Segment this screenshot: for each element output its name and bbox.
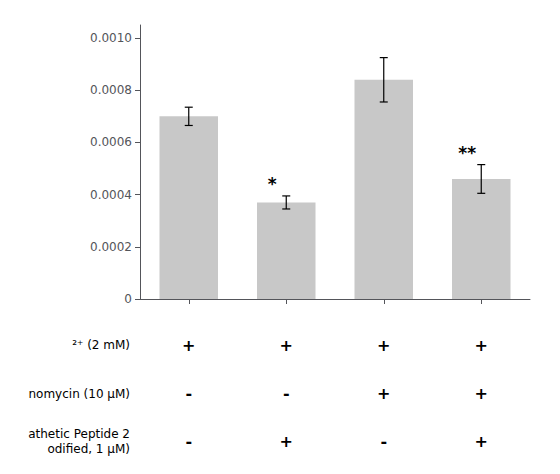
- svg-text:**: **: [458, 143, 476, 163]
- svg-text:+: +: [280, 432, 293, 451]
- svg-text:+: +: [475, 384, 488, 403]
- svg-text:+: +: [475, 336, 488, 355]
- svg-text:*: *: [268, 174, 277, 194]
- svg-text:0.0010: 0.0010: [90, 31, 132, 45]
- svg-text:+: +: [182, 336, 195, 355]
- svg-text:+: +: [280, 336, 293, 355]
- svg-text:-: -: [380, 432, 387, 451]
- svg-text:athetic Peptide 2: athetic Peptide 2: [28, 427, 130, 441]
- svg-text:+: +: [475, 432, 488, 451]
- svg-text:+: +: [377, 384, 390, 403]
- svg-text:+: +: [377, 336, 390, 355]
- svg-text:-: -: [185, 384, 192, 403]
- svg-text:0.0008: 0.0008: [90, 83, 132, 97]
- svg-text:-: -: [185, 432, 192, 451]
- svg-text:nomycin (10 μM): nomycin (10 μM): [28, 387, 130, 401]
- svg-text:0.0002: 0.0002: [90, 240, 132, 254]
- svg-text:²⁺ (2 mM): ²⁺ (2 mM): [72, 338, 130, 352]
- svg-text:odified, 1 μM): odified, 1 μM): [47, 442, 130, 456]
- svg-text:0: 0: [124, 292, 132, 306]
- svg-text:0.0004: 0.0004: [90, 188, 132, 202]
- svg-text:0.0006: 0.0006: [90, 135, 132, 149]
- svg-text:-: -: [283, 384, 290, 403]
